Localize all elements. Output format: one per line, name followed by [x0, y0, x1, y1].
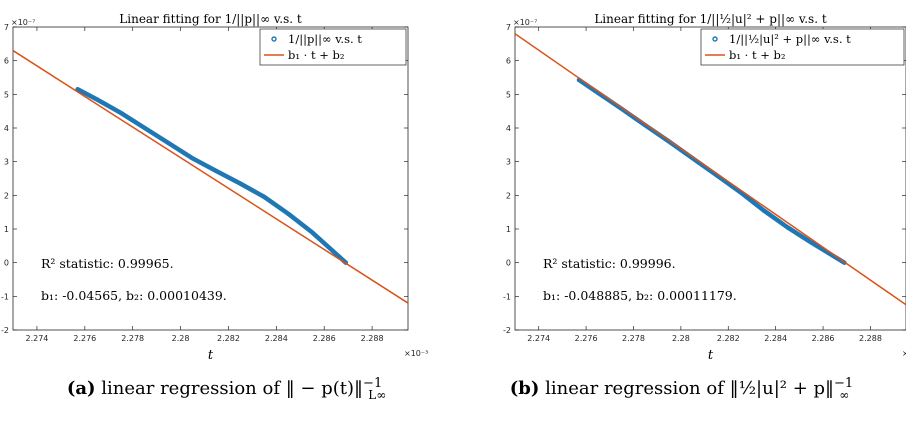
caption-b: (b) linear regression of ‖½|u|² + p‖−1∞: [453, 376, 906, 402]
y-tick-label: 0: [4, 259, 9, 268]
data-point: [286, 211, 291, 216]
y-tick-label: 0: [506, 259, 511, 268]
x-tick-label: 2.286: [313, 334, 336, 343]
caption-a-text: linear regression of ‖ − p(t)‖: [101, 378, 364, 399]
legend-marker-data: [271, 36, 277, 42]
y-tick-label: 1: [506, 225, 511, 234]
x-tick-label: 2.28: [672, 334, 690, 343]
x-tick-label: 2.288: [361, 334, 384, 343]
y-tick-label: 5: [4, 90, 9, 99]
legend-label-fit: b₁ · t + b₂: [729, 48, 785, 62]
data-point: [310, 230, 315, 235]
caption-b-sup: −1: [834, 376, 854, 391]
figure-panel-b: Linear fitting for 1/||½|u|² + p||∞ v.s.…: [453, 0, 906, 423]
x-tick-label: 2.284: [764, 334, 787, 343]
y-tick-label: 2: [4, 191, 9, 200]
data-point: [327, 245, 331, 250]
data-point: [94, 97, 99, 102]
figure-panel-a: Linear fitting for 1/||p||∞ v.s. t ×10⁻⁷ ×…: [0, 0, 453, 423]
data-point: [214, 169, 219, 174]
y-tick-label: 1: [4, 225, 9, 234]
x-exponent-label: ×10: [902, 349, 906, 358]
annotation: b₁: -0.04565, b₂: 0.00010439.: [41, 288, 227, 303]
caption-b-sub: ∞: [839, 387, 850, 402]
y-tick-label: 2: [506, 191, 511, 200]
x-tick-label: 2.276: [73, 334, 96, 343]
data-point: [761, 208, 766, 213]
y-tick-label: 6: [4, 57, 9, 66]
legend-box: [700, 28, 905, 66]
x-tick-label: 2.282: [217, 334, 240, 343]
data-point: [262, 195, 267, 200]
y-tick-label: 4: [506, 124, 511, 133]
data-point: [142, 126, 147, 130]
y-tick-label: 4: [4, 124, 9, 133]
legend-label-data: 1/||½|u|² + p||∞ v.s. t: [729, 32, 851, 47]
y-tick-label: -2: [503, 326, 511, 335]
chart-title: Linear fitting for 1/||p||∞ v.s. t: [119, 12, 302, 26]
x-tick-label: 2.28: [172, 334, 190, 343]
axes-box: [12, 26, 409, 331]
plot-area: [13, 49, 408, 304]
caption-a: (a) linear regression of ‖ − p(t)‖−1L∞: [0, 376, 453, 402]
x-tick-label: 2.286: [812, 334, 835, 343]
chart-title: Linear fitting for 1/||½|u|² + p||∞ v.s.…: [594, 12, 827, 26]
fit-line: [13, 49, 408, 304]
plot-area: [515, 33, 906, 306]
annotation: b₁: -0.048885, b₂: 0.00011179.: [543, 288, 737, 303]
y-tick-label: 6: [506, 57, 511, 66]
caption-b-text: linear regression of ‖½|u|² + p‖: [545, 378, 835, 399]
caption-a-sub: L∞: [368, 387, 387, 402]
annotation: R² statistic: 0.99965.: [41, 256, 174, 271]
fit-line: [515, 33, 906, 306]
x-tick-label: 2.276: [575, 334, 598, 343]
y-exponent-label: ×10⁻⁷: [11, 18, 35, 27]
y-tick-label: -1: [503, 292, 511, 301]
data-point: [785, 225, 790, 230]
y-exponent-label: ×10⁻⁷: [513, 18, 537, 27]
data-point: [75, 87, 80, 92]
x-axis-label: t: [708, 348, 714, 363]
x-tick-label: 2.288: [859, 334, 882, 343]
x-tick-label: 2.274: [25, 334, 48, 343]
y-tick-label: -1: [1, 292, 9, 301]
x-tick-label: 2.274: [527, 334, 550, 343]
y-tick-label: 5: [506, 90, 511, 99]
axes-box: [514, 26, 906, 331]
chart-b: Linear fitting for 1/||½|u|² + p||∞ v.s.…: [503, 12, 906, 363]
data-point: [166, 141, 171, 146]
caption-a-tag: (a): [66, 378, 96, 399]
x-axis-label: t: [208, 348, 214, 363]
legend-label-fit: b₁ · t + b₂: [288, 48, 344, 62]
data-point: [809, 240, 814, 245]
y-tick-label: -2: [1, 326, 9, 335]
x-tick-label: 2.278: [622, 334, 645, 343]
x-tick-label: 2.284: [265, 334, 288, 343]
annotation: R² statistic: 0.99996.: [543, 256, 676, 271]
chart-a: Linear fitting for 1/||p||∞ v.s. t ×10⁻⁷ ×…: [1, 12, 428, 363]
y-tick-label: 3: [4, 158, 9, 167]
y-tick-label: 7: [506, 23, 511, 32]
x-tick-label: 2.278: [121, 334, 144, 343]
caption-b-tag: (b): [509, 378, 540, 399]
data-point: [238, 181, 243, 186]
y-tick-label: 7: [4, 23, 9, 32]
caption-a-sup: −1: [363, 376, 383, 391]
x-exponent-label: ×10⁻³: [404, 349, 428, 358]
legend-label-data: 1/||p||∞ v.s. t: [288, 32, 362, 47]
data-point: [118, 110, 123, 115]
y-tick-label: 3: [506, 158, 511, 167]
x-tick-label: 2.282: [717, 334, 740, 343]
data-point: [190, 156, 195, 161]
legend-box: [259, 28, 407, 66]
legend-marker-data: [712, 36, 718, 42]
